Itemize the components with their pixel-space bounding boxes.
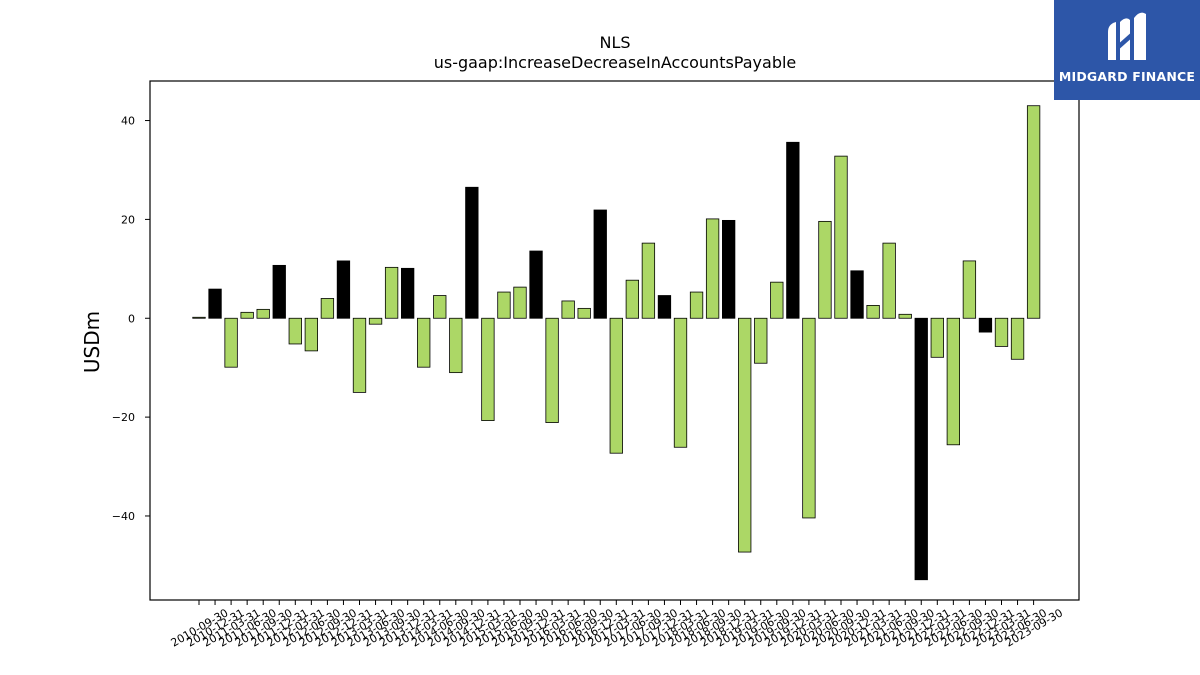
bar bbox=[320, 298, 335, 319]
bar bbox=[192, 316, 206, 319]
bar bbox=[657, 295, 672, 319]
plot-frame bbox=[149, 80, 1080, 601]
bar bbox=[288, 317, 302, 345]
brand-name: MIDGARD FINANCE bbox=[1058, 69, 1196, 84]
bar bbox=[400, 267, 415, 319]
bar bbox=[368, 317, 383, 325]
chart-title: NLS bbox=[599, 33, 630, 52]
bar bbox=[978, 317, 993, 333]
y-tick-label: 0 bbox=[128, 312, 135, 325]
bar bbox=[481, 317, 495, 421]
bar bbox=[705, 218, 720, 319]
chart-subtitle: us-gaap:IncreaseDecreaseInAccountsPayabl… bbox=[434, 53, 797, 72]
bar bbox=[224, 317, 238, 368]
bar bbox=[609, 317, 623, 454]
bar bbox=[930, 317, 944, 358]
bar bbox=[1026, 105, 1041, 319]
bar bbox=[256, 308, 270, 319]
bar bbox=[529, 250, 543, 319]
bar bbox=[882, 242, 896, 319]
brand-logo: MIDGARD FINANCE bbox=[1054, 0, 1200, 100]
bar bbox=[802, 317, 816, 519]
bar bbox=[545, 317, 559, 423]
bar bbox=[465, 186, 479, 319]
bar bbox=[818, 220, 832, 319]
bar bbox=[738, 317, 752, 553]
bar bbox=[497, 291, 511, 319]
bar bbox=[352, 317, 367, 393]
bar bbox=[336, 260, 351, 319]
bar bbox=[417, 317, 431, 368]
bar bbox=[513, 286, 527, 319]
y-tick-label: 20 bbox=[121, 213, 135, 226]
bar bbox=[946, 317, 960, 446]
y-tick-label: −20 bbox=[112, 411, 135, 424]
bar bbox=[898, 313, 912, 319]
bar bbox=[722, 219, 736, 319]
bar bbox=[641, 242, 656, 319]
bar bbox=[962, 260, 977, 319]
y-axis-label: USDm bbox=[80, 311, 104, 373]
bar bbox=[834, 155, 848, 319]
bar bbox=[866, 305, 880, 319]
bar bbox=[561, 300, 575, 319]
bar bbox=[433, 295, 447, 319]
y-tick-label: −40 bbox=[112, 510, 135, 523]
bar bbox=[673, 317, 688, 448]
bar bbox=[593, 209, 607, 319]
bar bbox=[786, 141, 800, 319]
plot-area: −40−20020402010-09-302010-12-312011-03-3… bbox=[112, 105, 1065, 650]
bar bbox=[577, 307, 591, 319]
bar bbox=[914, 317, 928, 581]
bar bbox=[850, 270, 864, 319]
bar bbox=[754, 317, 768, 364]
y-tick-label: 40 bbox=[121, 115, 135, 128]
bar bbox=[1010, 317, 1025, 360]
bar bbox=[994, 317, 1009, 347]
bar bbox=[304, 317, 319, 352]
bar bbox=[625, 279, 639, 319]
bar bbox=[272, 264, 286, 319]
bar bbox=[449, 317, 463, 374]
bar bbox=[689, 291, 704, 319]
bar bbox=[240, 311, 254, 319]
bar bbox=[208, 288, 222, 319]
midgard-logo-icon bbox=[1108, 12, 1146, 61]
bar bbox=[384, 266, 399, 319]
bar bbox=[770, 281, 784, 319]
